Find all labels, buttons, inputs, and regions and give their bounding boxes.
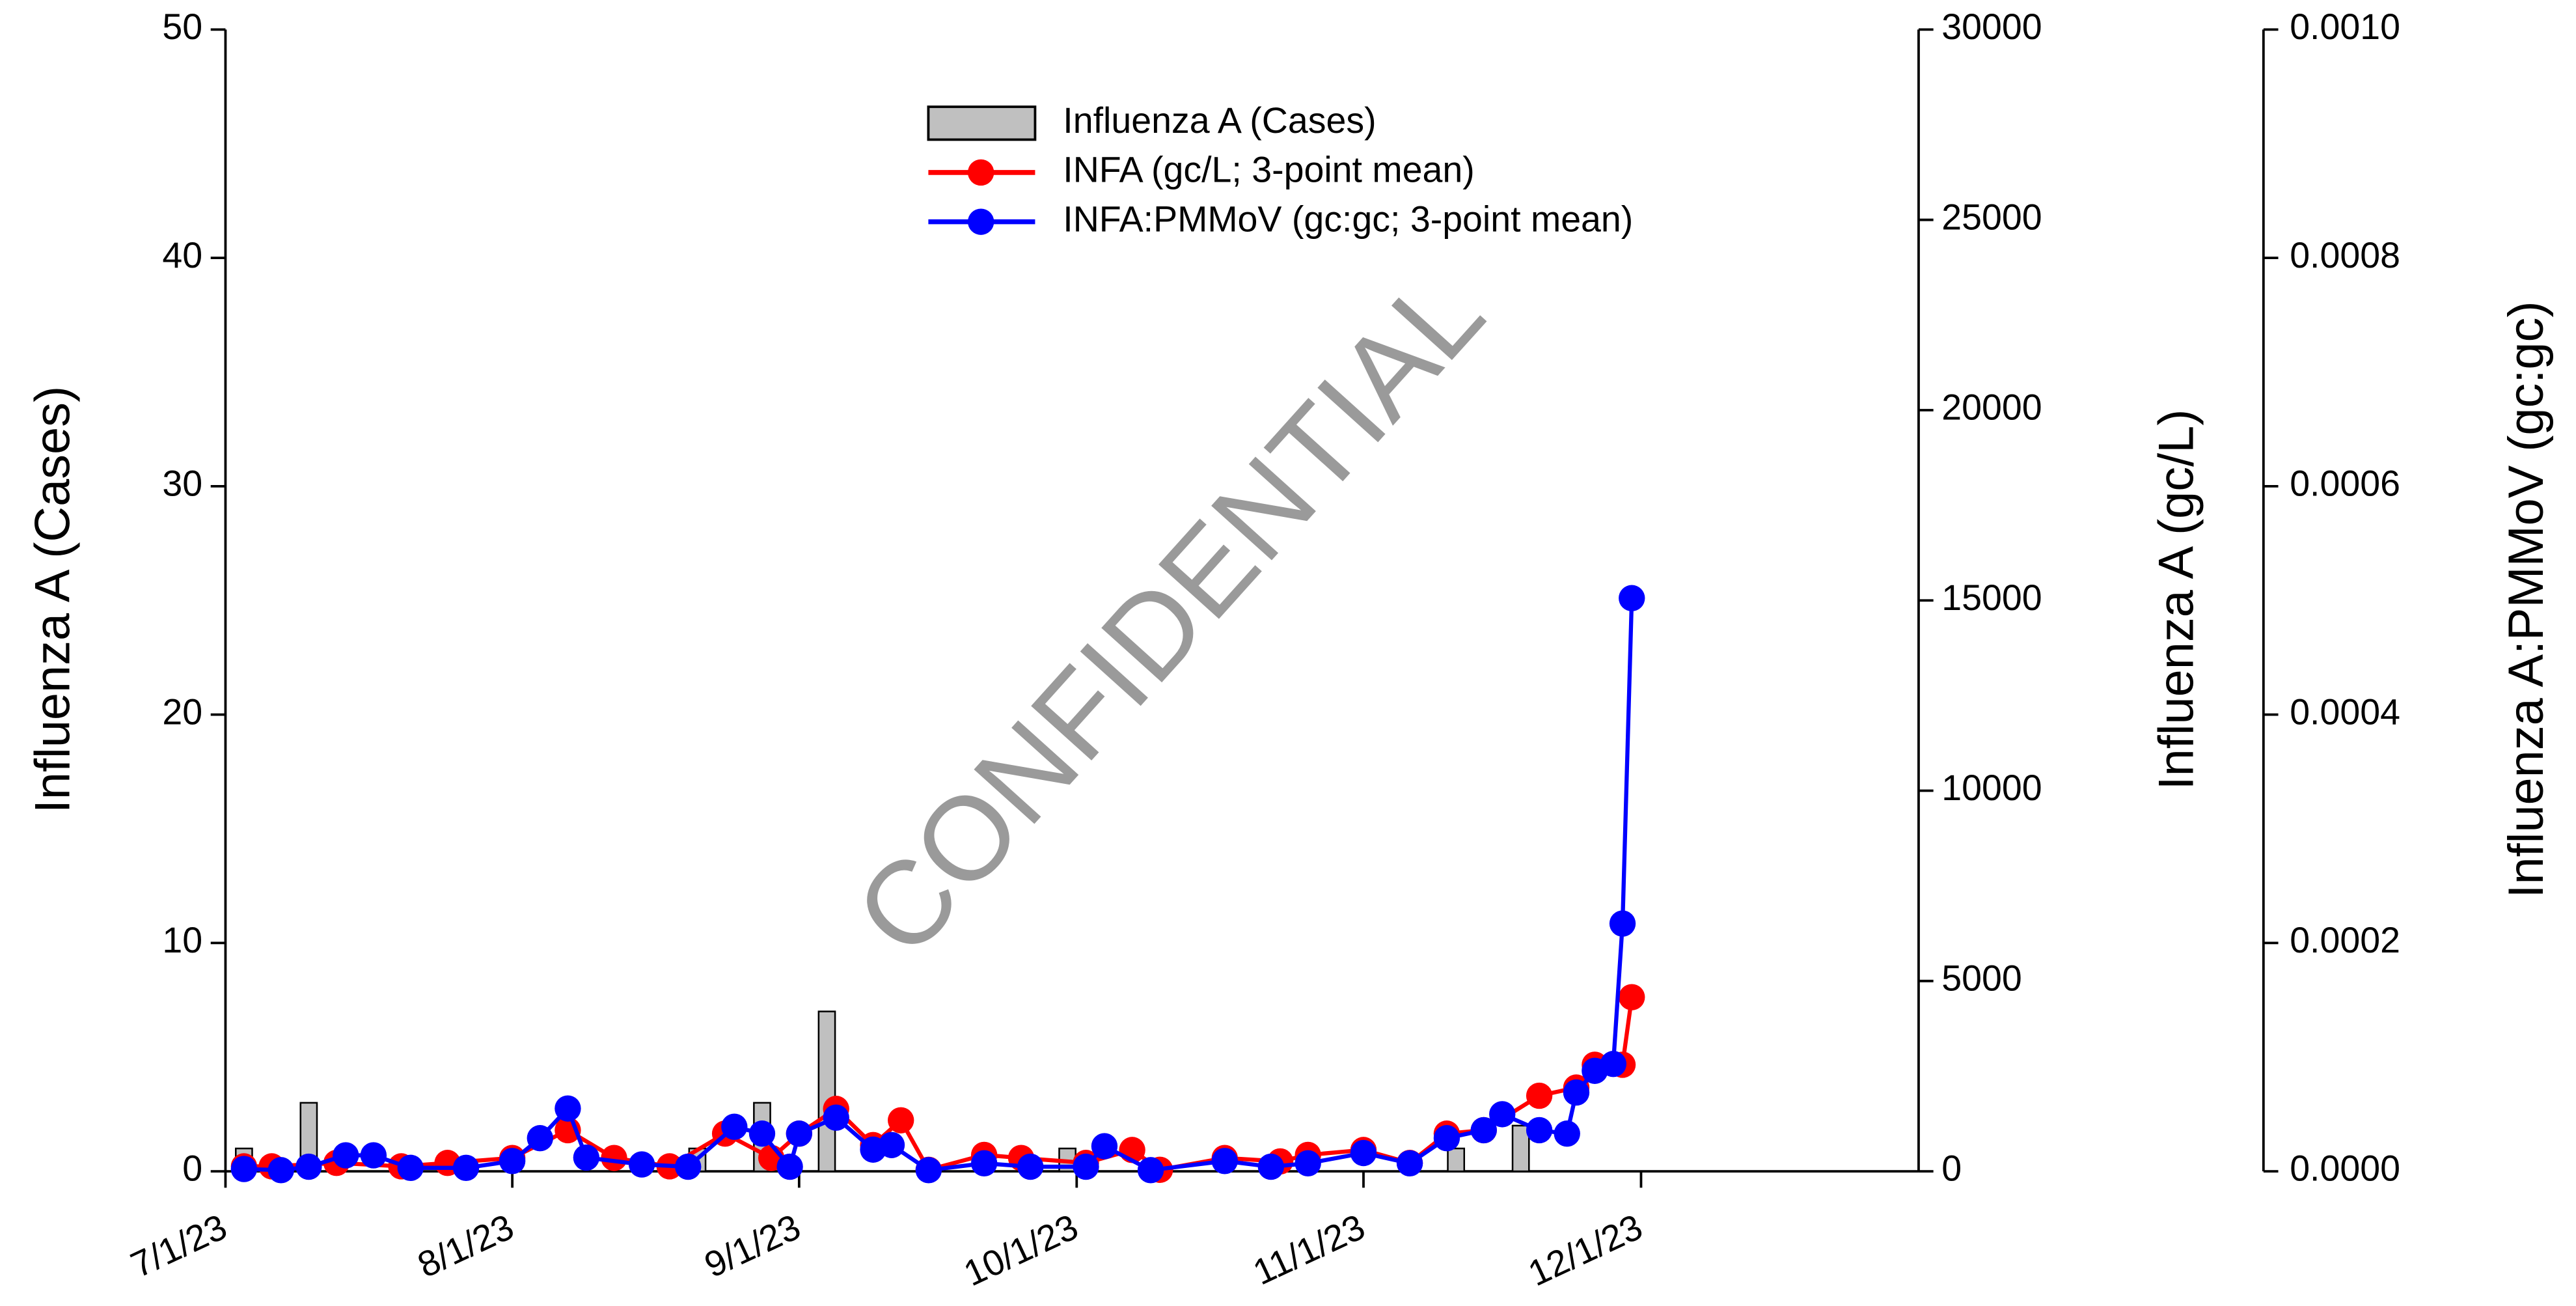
bar [1511,1124,1530,1173]
bar [1447,1147,1466,1173]
legend-marker [967,208,994,235]
watermark: CONFIDENTIAL [830,247,1509,980]
y-tick-label: 40 [162,235,202,275]
series-point [915,1157,942,1184]
y2-tick-label: 20000 [1941,387,2042,428]
y2-tick-label: 30000 [1941,7,2042,47]
legend-marker [967,159,994,186]
series-point [601,1145,627,1171]
x-tick-label: 11/1/23 [1247,1206,1371,1293]
series-line [243,997,1634,1173]
series-point [1073,1153,1099,1180]
series-point [1489,1101,1516,1128]
y-tick-label: 0 [182,1148,202,1189]
y-tick-label: 30 [162,464,202,504]
series-point [1396,1150,1423,1177]
series-point [1433,1125,1460,1152]
x-tick-label: 12/1/23 [1522,1206,1649,1294]
series-point [878,1132,905,1158]
series-point [333,1142,359,1169]
series-point [888,1107,914,1133]
series-point [675,1153,702,1180]
series-point [776,1153,803,1180]
series-point [1470,1117,1497,1144]
x-tick-label: 7/1/23 [125,1206,233,1285]
y2-tick-label: 10000 [1941,768,2042,808]
bar [817,1010,836,1173]
series-point [1609,910,1636,937]
series-point [1137,1157,1164,1184]
series-point [1526,1117,1553,1144]
series-point [628,1151,655,1178]
y2-tick-label: 25000 [1941,197,2042,237]
y-tick-label: 50 [162,7,202,47]
y3-tick-label: 0.0008 [2290,235,2400,275]
series-point [295,1153,322,1180]
y3-tick-label: 0.0010 [2290,7,2400,47]
x-tick-label: 10/1/23 [958,1206,1084,1294]
series-point [267,1157,294,1184]
series-point [786,1120,813,1147]
y3-axis-title: Influenza A:PMMoV (gc:gc) [2499,301,2554,898]
series-point [452,1154,480,1182]
y-tick-label: 20 [162,691,202,732]
y2-tick-label: 5000 [1941,958,2021,998]
series-point [1619,984,1645,1010]
y3-tick-label: 0.0006 [2290,464,2400,504]
series-point [1563,1079,1590,1106]
x-tick-label: 8/1/23 [411,1206,519,1285]
series-point [1526,1082,1553,1109]
series-point [1211,1148,1238,1174]
series-point [230,1156,258,1182]
series-point [360,1142,387,1169]
legend-label: INFA:PMMoV (gc:gc; 3-point mean) [1063,199,1633,239]
y2-tick-label: 15000 [1941,577,2042,618]
series-point [1295,1150,1321,1177]
series-point [1350,1139,1377,1167]
series-point [748,1120,776,1147]
series-point [1017,1153,1044,1180]
series-point [1619,585,1645,611]
series-point [499,1148,526,1174]
legend-label: INFA (gc/L; 3-point mean) [1063,150,1474,190]
y3-tick-label: 0.0002 [2290,920,2400,960]
series-point [1257,1153,1285,1180]
series-point [721,1113,748,1140]
x-tick-label: 9/1/23 [698,1206,806,1285]
series-point [555,1095,581,1122]
series-point [1554,1120,1580,1147]
series-point [397,1154,424,1182]
series-point [527,1125,553,1152]
legend-swatch [927,105,1037,141]
y-axis-title: Influenza A (Cases) [25,386,81,813]
series-point [970,1150,998,1177]
y2-axis-title: Influenza A (gc/L) [2148,410,2204,790]
series-point [1600,1051,1627,1077]
y3-tick-label: 0.0000 [2290,1148,2400,1189]
y2-tick-label: 0 [1941,1148,1962,1189]
y-tick-label: 10 [162,920,202,960]
series-point [823,1104,849,1131]
series-point [1091,1133,1118,1160]
y3-tick-label: 0.0004 [2290,691,2400,732]
series-point [573,1144,600,1171]
legend-label: Influenza A (Cases) [1063,100,1376,141]
